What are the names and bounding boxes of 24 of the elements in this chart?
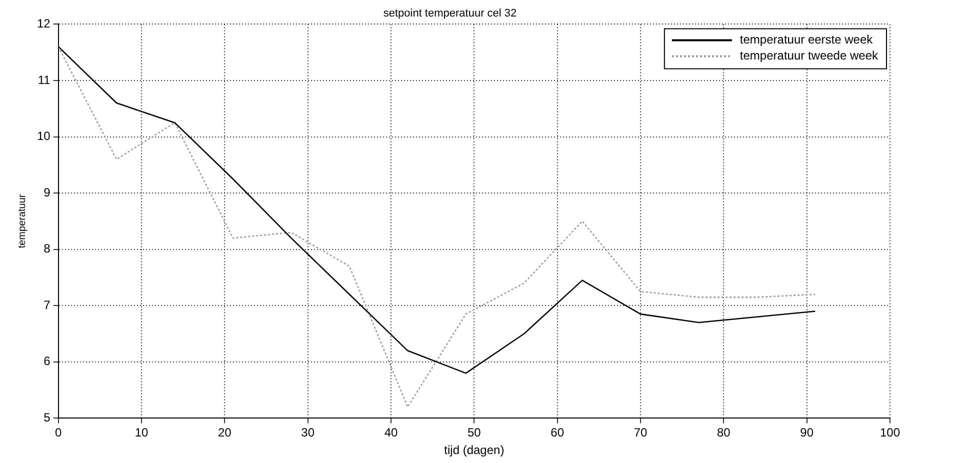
y-axis-title: temperatuur [16, 194, 28, 248]
y-tick-label: 10 [36, 129, 51, 144]
y-tick-label: 8 [44, 242, 51, 256]
x-tick-label: 90 [800, 426, 814, 440]
y-tick-label: 6 [44, 354, 51, 368]
legend-label: temperatuur eerste week [740, 32, 874, 47]
x-tick-label: 40 [384, 426, 398, 440]
y-tick-label: 7 [44, 298, 51, 312]
x-tick-label: 50 [467, 426, 482, 440]
x-axis-title: tijd (dagen) [444, 443, 504, 458]
x-tick-label: 30 [301, 426, 315, 440]
y-tick-label: 5 [44, 410, 51, 425]
x-tick-label: 0 [55, 426, 62, 440]
x-tick-label: 20 [218, 426, 232, 440]
chart-title: setpoint temperatuur cel 32 [383, 8, 517, 20]
x-tick-label: 10 [134, 426, 149, 440]
y-tick-label: 9 [44, 185, 51, 200]
y-tick-label: 11 [38, 72, 51, 87]
y-tick-label: 12 [36, 16, 51, 31]
x-tick-label: 100 [880, 426, 900, 440]
x-tick-label: 70 [634, 426, 648, 440]
legend-label: temperatuur tweede week [740, 48, 879, 63]
x-tick-label: 80 [716, 426, 731, 440]
x-tick-label: 60 [550, 426, 564, 440]
